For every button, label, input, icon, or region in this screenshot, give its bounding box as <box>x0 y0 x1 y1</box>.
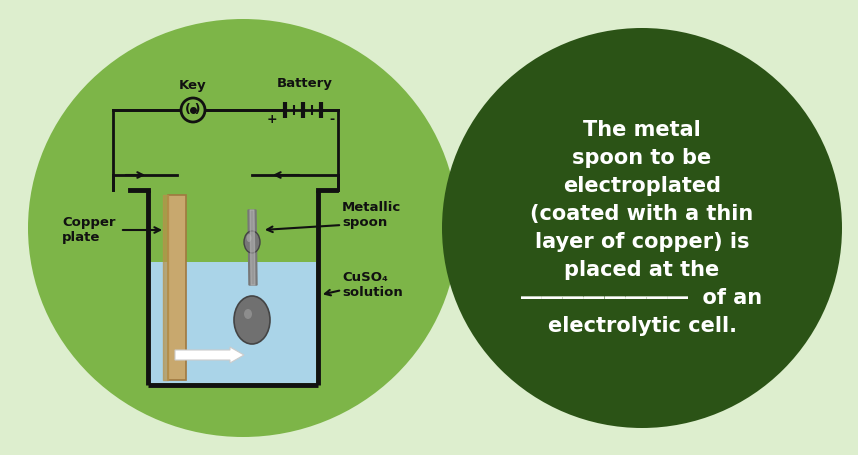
Ellipse shape <box>28 19 458 437</box>
Bar <box>168 195 186 380</box>
Text: (·): (·) <box>184 103 202 116</box>
Ellipse shape <box>244 309 252 319</box>
Text: Metallic
spoon: Metallic spoon <box>342 201 402 229</box>
Text: +: + <box>266 113 277 126</box>
FancyArrow shape <box>175 347 244 363</box>
Ellipse shape <box>442 28 842 428</box>
Text: CuSO₄
solution: CuSO₄ solution <box>342 271 402 299</box>
Text: Key: Key <box>179 79 207 92</box>
Text: The metal
spoon to be
electroplated
(coated with a thin
layer of copper) is
plac: The metal spoon to be electroplated (coa… <box>522 120 763 336</box>
Circle shape <box>181 98 205 122</box>
Text: Battery: Battery <box>277 77 333 90</box>
Text: -: - <box>329 113 334 126</box>
Ellipse shape <box>246 234 251 242</box>
Bar <box>150 262 316 383</box>
Polygon shape <box>248 210 257 285</box>
Ellipse shape <box>234 296 270 344</box>
Ellipse shape <box>244 231 260 253</box>
Text: Copper
plate: Copper plate <box>62 216 116 244</box>
Polygon shape <box>250 210 255 285</box>
